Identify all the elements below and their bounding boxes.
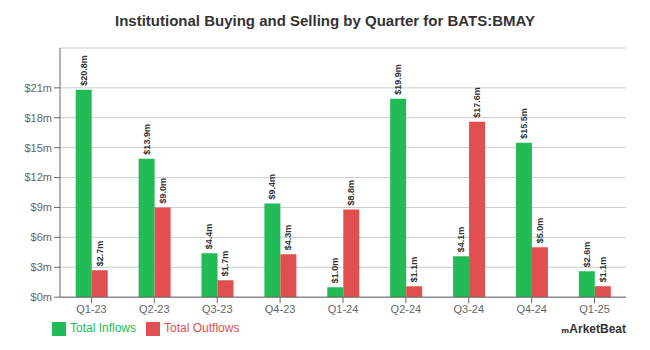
- svg-text:$21m: $21m: [24, 82, 52, 94]
- svg-text:$12m: $12m: [24, 171, 52, 183]
- svg-text:$13.9m: $13.9m: [142, 124, 152, 155]
- html-text:Institutional Buying and Selli: Institutional Buying and Selling by Quar…: [115, 12, 535, 29]
- svg-text:$17.6m: $17.6m: [472, 87, 482, 118]
- svg-text:$9m: $9m: [31, 201, 52, 213]
- svg-text:$9.4m: $9.4m: [267, 174, 277, 200]
- svg-text:$4.1m: $4.1m: [456, 227, 466, 253]
- svg-text:Q4-24: Q4-24: [516, 303, 547, 315]
- svg-text:$4.4m: $4.4m: [205, 224, 215, 250]
- svg-text:$1.0m: $1.0m: [330, 258, 340, 284]
- svg-text:Q1-24: Q1-24: [328, 303, 359, 315]
- html-text:ₘArketBeat: ₘArketBeat: [561, 322, 626, 336]
- svg-text:$2.6m: $2.6m: [582, 242, 592, 268]
- svg-text:$3m: $3m: [31, 261, 52, 273]
- svg-text:Q3-23: Q3-23: [202, 303, 233, 315]
- svg-text:$2.7m: $2.7m: [95, 241, 105, 267]
- svg-text:$4.3m: $4.3m: [283, 225, 293, 251]
- svg-text:Q1-23: Q1-23: [76, 303, 107, 315]
- svg-text:$8.8m: $8.8m: [346, 180, 356, 206]
- svg-text:$9.0m: $9.0m: [158, 178, 168, 204]
- svg-text:$0m: $0m: [31, 291, 52, 303]
- svg-text:$18m: $18m: [24, 112, 52, 124]
- html-text:Total Inflows: Total Inflows: [70, 321, 136, 336]
- svg-text:$20.8m: $20.8m: [79, 55, 89, 86]
- html-text:Total Outflows: Total Outflows: [164, 321, 240, 336]
- svg-text:Q4-23: Q4-23: [265, 303, 296, 315]
- svg-text:$15.5m: $15.5m: [519, 108, 529, 139]
- svg-text:$15m: $15m: [24, 142, 52, 154]
- svg-text:$1.7m: $1.7m: [221, 251, 231, 277]
- svg-text:$1.1m: $1.1m: [409, 257, 419, 283]
- svg-text:$1.1m: $1.1m: [598, 257, 608, 283]
- svg-text:Q3-24: Q3-24: [453, 303, 484, 315]
- svg-text:$5.0m: $5.0m: [535, 218, 545, 244]
- svg-text:Q2-24: Q2-24: [391, 303, 422, 315]
- svg-text:Q2-23: Q2-23: [139, 303, 170, 315]
- svg-text:$19.9m: $19.9m: [393, 64, 403, 95]
- svg-text:Q1-25: Q1-25: [579, 303, 610, 315]
- svg-text:$6m: $6m: [31, 231, 52, 243]
